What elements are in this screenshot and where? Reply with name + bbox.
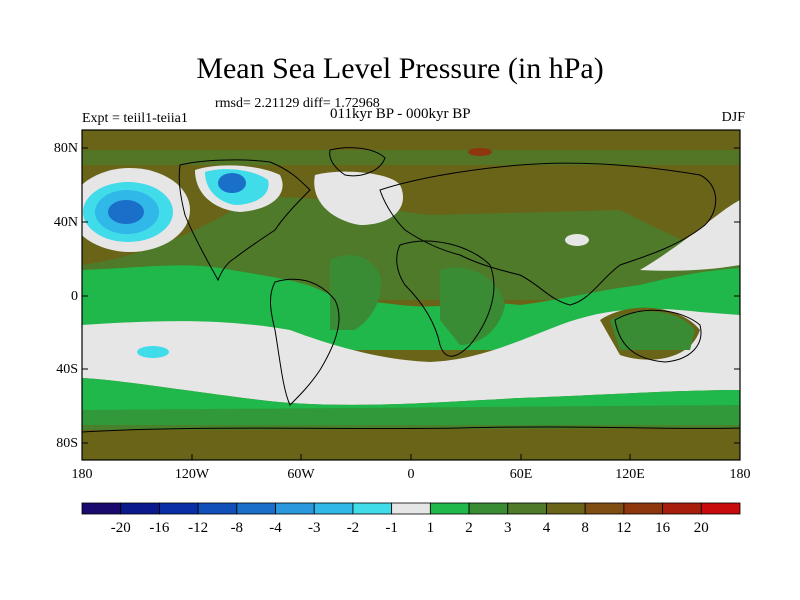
colorbar-label: -8	[230, 520, 244, 536]
colorbar-label: -16	[149, 520, 170, 536]
colorbar-swatch	[584, 502, 625, 515]
colorbar-swatch	[468, 502, 509, 515]
pressure-field	[82, 130, 740, 460]
colorbar-label: 12	[616, 520, 632, 536]
colorbar-label: 2	[465, 520, 473, 536]
colorbar-swatch	[623, 502, 663, 515]
colorbar-swatch	[546, 502, 586, 515]
colorbar-swatch	[507, 502, 547, 515]
colorbar-swatch	[275, 502, 315, 515]
colorbar-label: -2	[346, 520, 360, 536]
colorbar-swatch	[236, 502, 276, 515]
coastlines	[82, 147, 740, 433]
lat-tick-label: 40N	[53, 215, 78, 230]
colorbar	[81, 502, 741, 515]
colorbar-label: -4	[269, 520, 282, 536]
colorbar-label: 16	[655, 520, 671, 536]
lon-tick-label: 60E	[509, 467, 533, 482]
colorbar-swatch	[700, 502, 741, 515]
axis-ticks	[81, 147, 741, 460]
colorbar-label: 3	[504, 520, 512, 536]
colorbar-swatch	[81, 502, 122, 515]
lon-tick-label: 180	[71, 467, 93, 482]
colorbar-swatch	[313, 502, 354, 515]
colorbar-swatch	[391, 502, 431, 515]
colorbar-label: -12	[188, 520, 209, 536]
colorbar-label: 20	[693, 520, 709, 536]
colorbar-swatch	[429, 502, 470, 515]
colorbar-label: 1	[426, 520, 435, 536]
colorbar-label: 8	[581, 520, 589, 536]
lon-tick-label: 120W	[174, 467, 210, 482]
map-title: Mean Sea Level Pressure (in hPa)	[196, 52, 604, 85]
season-label: DJF	[721, 110, 745, 125]
lon-tick-label: 60W	[287, 467, 315, 482]
colorbar-swatch	[662, 502, 702, 515]
colorbar-swatch	[120, 502, 160, 515]
rmsd-diff-stats: rmsd= 2.21129 diff= 1.72968	[215, 96, 380, 111]
lat-tick-label: 80N	[53, 141, 78, 156]
lat-tick-label: 0	[71, 289, 78, 304]
lon-tick-label: 120E	[615, 467, 645, 482]
lon-tick-label: 180	[729, 467, 751, 482]
colorbar-label: -20	[110, 520, 131, 536]
lat-tick-label: 40S	[56, 362, 78, 377]
period-label: 011kyr BP - 000kyr BP	[330, 106, 471, 122]
colorbar-swatch	[159, 502, 199, 515]
colorbar-label: -1	[385, 520, 398, 536]
colorbar-label: 4	[542, 520, 551, 536]
colorbar-swatch	[197, 502, 238, 515]
experiment-label: Expt = teiil1-teiia1	[82, 111, 188, 126]
colorbar-swatch	[352, 502, 393, 515]
colorbar-label: -3	[307, 520, 321, 536]
lon-tick-label: 0	[407, 467, 415, 482]
lat-tick-label: 80S	[56, 436, 78, 451]
